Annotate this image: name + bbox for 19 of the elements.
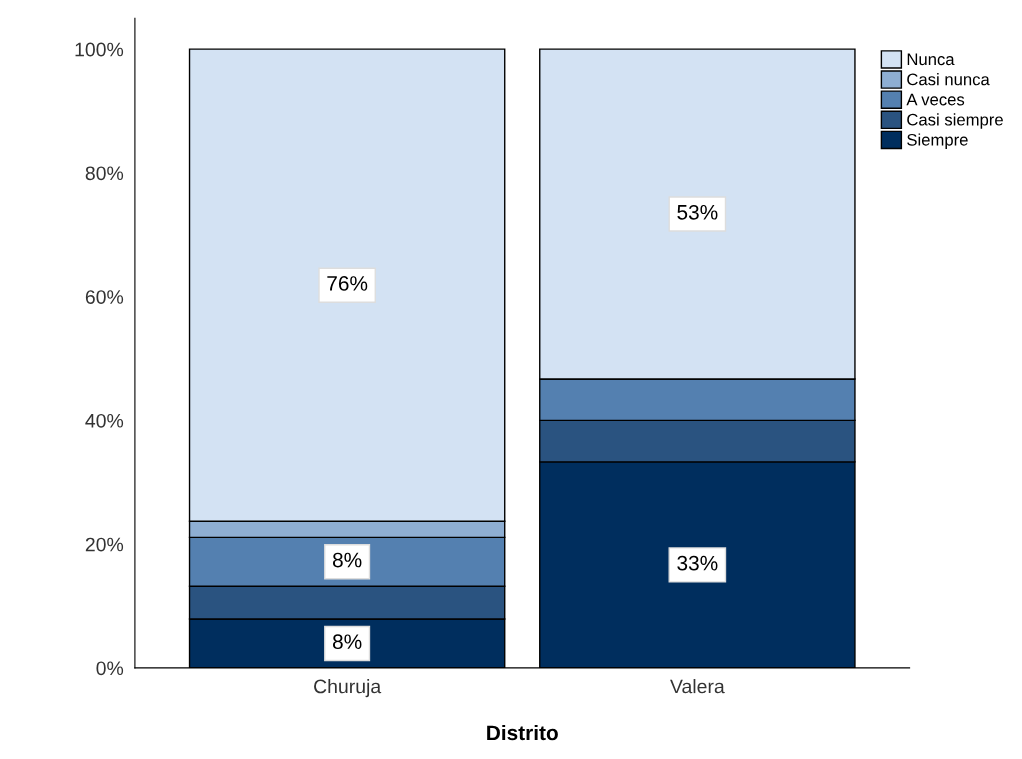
legend-label: Casi nunca — [907, 73, 990, 86]
x-axis-title: Distrito — [487, 724, 558, 741]
data-label: 76% — [327, 276, 368, 291]
x-tick-label: Valera — [670, 679, 725, 694]
y-tick-label: 20% — [85, 537, 124, 552]
data-label: 8% — [332, 634, 362, 650]
legend-label: A veces — [906, 93, 965, 106]
legend-label: Casi siempre — [907, 113, 1003, 129]
x-tick-label: Churuja — [314, 679, 382, 698]
legend-label: Nunca — [907, 53, 955, 66]
y-tick-label: 100% — [75, 42, 124, 57]
data-label: 8% — [332, 552, 362, 568]
y-tick-label: 0% — [96, 661, 124, 676]
y-tick-label: 60% — [85, 290, 124, 304]
data-label: 33% — [677, 555, 718, 571]
data-label: 53% — [677, 204, 718, 220]
legend-label: Siempre — [907, 133, 968, 149]
y-tick-label: 80% — [85, 166, 124, 181]
y-tick-label: 40% — [85, 413, 124, 428]
